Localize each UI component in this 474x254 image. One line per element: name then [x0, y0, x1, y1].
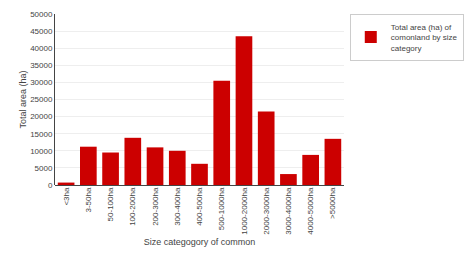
svg-text:45000: 45000: [30, 27, 53, 36]
svg-text:20000: 20000: [30, 112, 53, 121]
svg-text:50-100ha: 50-100ha: [106, 187, 115, 221]
svg-text:0: 0: [48, 181, 53, 190]
svg-text:100-200ha: 100-200ha: [128, 187, 137, 226]
svg-text:30000: 30000: [30, 78, 53, 87]
svg-text:10000: 10000: [30, 147, 53, 156]
svg-text:40000: 40000: [30, 44, 53, 53]
svg-text:15000: 15000: [30, 130, 53, 139]
svg-text:5000: 5000: [35, 164, 53, 173]
svg-text:25000: 25000: [30, 95, 53, 104]
svg-text:2000-3000ha: 2000-3000ha: [262, 187, 271, 235]
svg-text:300-400ha: 300-400ha: [173, 187, 182, 226]
svg-text:4000-5000ha: 4000-5000ha: [306, 187, 315, 235]
svg-text:>5000ha: >5000ha: [328, 187, 337, 219]
svg-text:200-300ha: 200-300ha: [151, 187, 160, 226]
svg-text:3-50ha: 3-50ha: [84, 187, 93, 212]
svg-text:35000: 35000: [30, 61, 53, 70]
svg-text:3000-4000ha: 3000-4000ha: [284, 187, 293, 235]
svg-text:Size categogory of common: Size categogory of common: [144, 237, 256, 247]
svg-text:1000-2000ha: 1000-2000ha: [240, 187, 249, 235]
svg-text:<3ha: <3ha: [62, 187, 71, 206]
svg-text:500-1000ha: 500-1000ha: [217, 187, 226, 230]
svg-text:400-500ha: 400-500ha: [195, 187, 204, 226]
svg-text:50000: 50000: [30, 10, 53, 19]
svg-text:Total area (ha) ofcomonland by: Total area (ha) ofcomonland by sizecateg…: [391, 23, 458, 53]
svg-text:Total area (ha): Total area (ha): [18, 70, 28, 128]
